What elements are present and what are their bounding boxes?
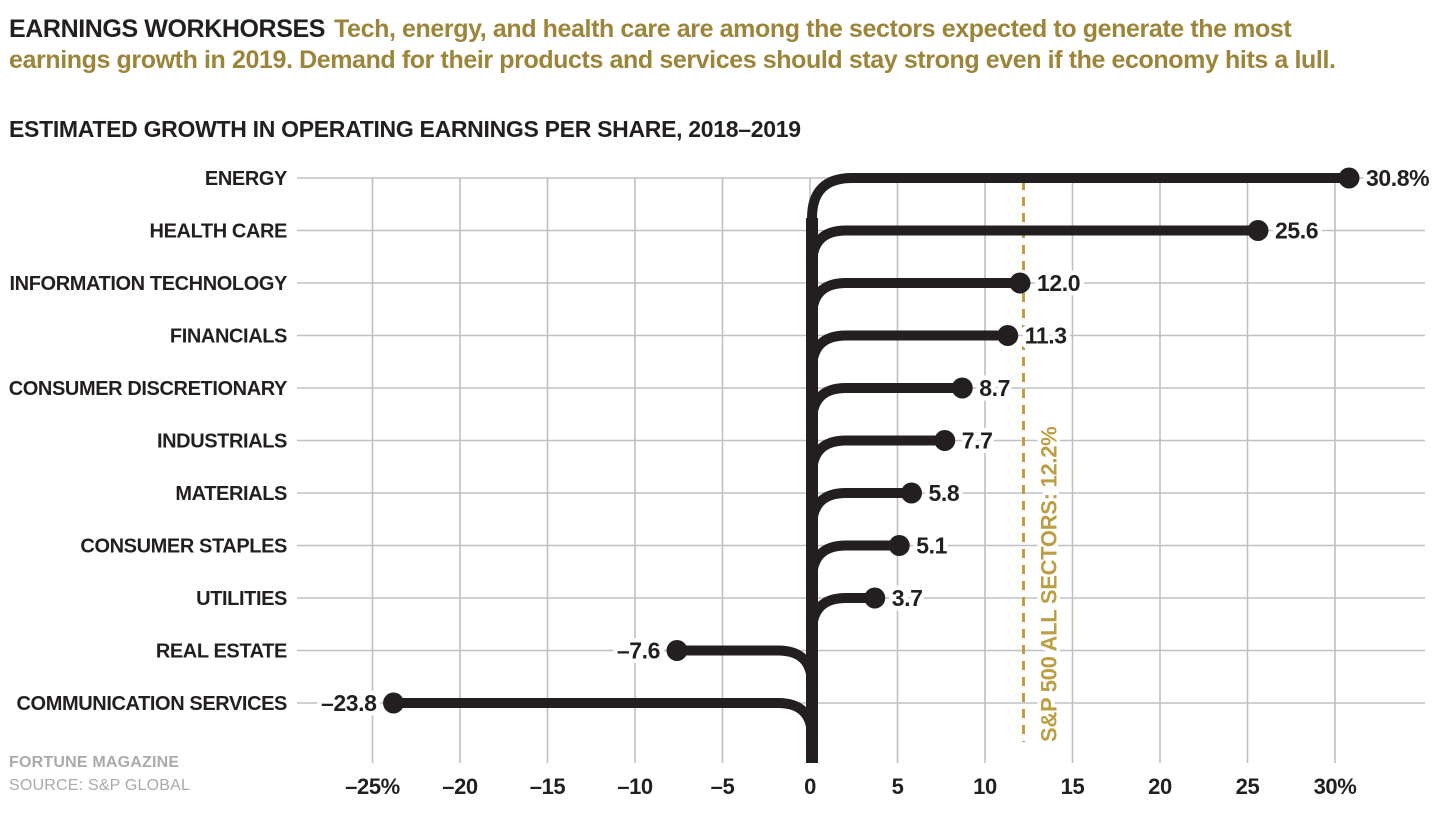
value-label-materials: 5.8 (929, 480, 960, 506)
headline-kicker: EARNINGS WORKHORSES (9, 15, 326, 43)
category-label-real-estate: REAL ESTATE (156, 641, 287, 663)
branch-consumer-discretionary (807, 383, 963, 423)
value-label-consumer-discretionary: 8.7 (979, 375, 1010, 401)
category-label-financials: FINANCIALS (170, 326, 287, 348)
dot-industrials (934, 430, 956, 451)
branch-health-care (807, 225, 1258, 265)
category-label-materials: MATERIALS (175, 483, 287, 505)
credit-source: SOURCE: S&P GLOBAL (9, 777, 191, 794)
value-label-energy: 30.8% (1366, 165, 1429, 191)
dot-health-care (1247, 220, 1269, 241)
x-tick-label: 10 (973, 774, 997, 799)
x-tick-label: –15 (530, 774, 566, 799)
branch-consumer-staples (807, 540, 900, 580)
x-tick-label: 15 (1061, 774, 1085, 799)
category-label-health-care: HEALTH CARE (150, 221, 288, 243)
value-label-utilities: 3.7 (892, 585, 923, 611)
chart-title: ESTIMATED GROWTH IN OPERATING EARNINGS P… (9, 116, 801, 142)
branch-materials (807, 488, 912, 528)
category-label-consumer-discretionary: CONSUMER DISCRETIONARY (9, 378, 288, 400)
x-tick-label: 20 (1148, 774, 1172, 799)
dot-financials (997, 325, 1019, 346)
x-tick-label: 5 (892, 774, 904, 799)
x-tick-label: 25 (1236, 774, 1260, 799)
branch-communication-services (393, 698, 817, 738)
value-label-health-care: 25.6 (1275, 218, 1318, 244)
branch-industrials (807, 435, 945, 475)
dot-energy (1338, 167, 1360, 189)
category-label-utilities: UTILITIES (196, 588, 287, 610)
x-tick-label: –10 (617, 774, 653, 799)
x-tick-label: –25% (345, 774, 400, 799)
branch-information-technology (807, 278, 1020, 318)
branch-utilities (807, 593, 875, 633)
dot-consumer-discretionary (951, 377, 973, 399)
value-label-communication-services: –23.8 (321, 690, 377, 716)
dot-utilities (864, 587, 886, 609)
reference-label: S&P 500 ALL SECTORS: 12.2% (1037, 427, 1062, 742)
category-label-industrials: INDUSTRIALS (157, 431, 287, 453)
value-label-information-technology: 12.0 (1037, 270, 1080, 296)
branch-financials (807, 330, 1008, 370)
x-tick-label: –5 (711, 774, 735, 799)
dot-information-technology (1009, 272, 1031, 294)
x-tick-label: 30% (1314, 774, 1357, 799)
value-label-consumer-staples: 5.1 (916, 533, 947, 559)
value-label-industrials: 7.7 (962, 428, 993, 454)
headline-description: Tech, energy, and health care are among … (9, 15, 1336, 74)
branch-real-estate (677, 645, 817, 685)
x-tick-label: –20 (442, 774, 478, 799)
value-label-financials: 11.3 (1025, 323, 1067, 349)
category-label-information-technology: INFORMATION TECHNOLOGY (10, 273, 289, 295)
branch-energy (807, 173, 1349, 219)
dot-real-estate (666, 640, 688, 661)
x-tick-label: 0 (804, 774, 816, 799)
category-label-communication-services: COMMUNICATION SERVICES (17, 693, 288, 715)
dot-materials (901, 482, 922, 504)
category-label-energy: ENERGY (205, 168, 288, 190)
category-label-consumer-staples: CONSUMER STAPLES (80, 536, 287, 558)
source-credit: FORTUNE MAGAZINE SOURCE: S&P GLOBAL (9, 751, 190, 797)
credit-magazine: FORTUNE MAGAZINE (9, 754, 180, 771)
dot-consumer-staples (888, 535, 910, 556)
dot-communication-services (383, 692, 404, 714)
value-label-real-estate: –7.6 (617, 638, 660, 664)
headline: EARNINGS WORKHORSES Tech, energy, and hea… (9, 14, 1387, 76)
